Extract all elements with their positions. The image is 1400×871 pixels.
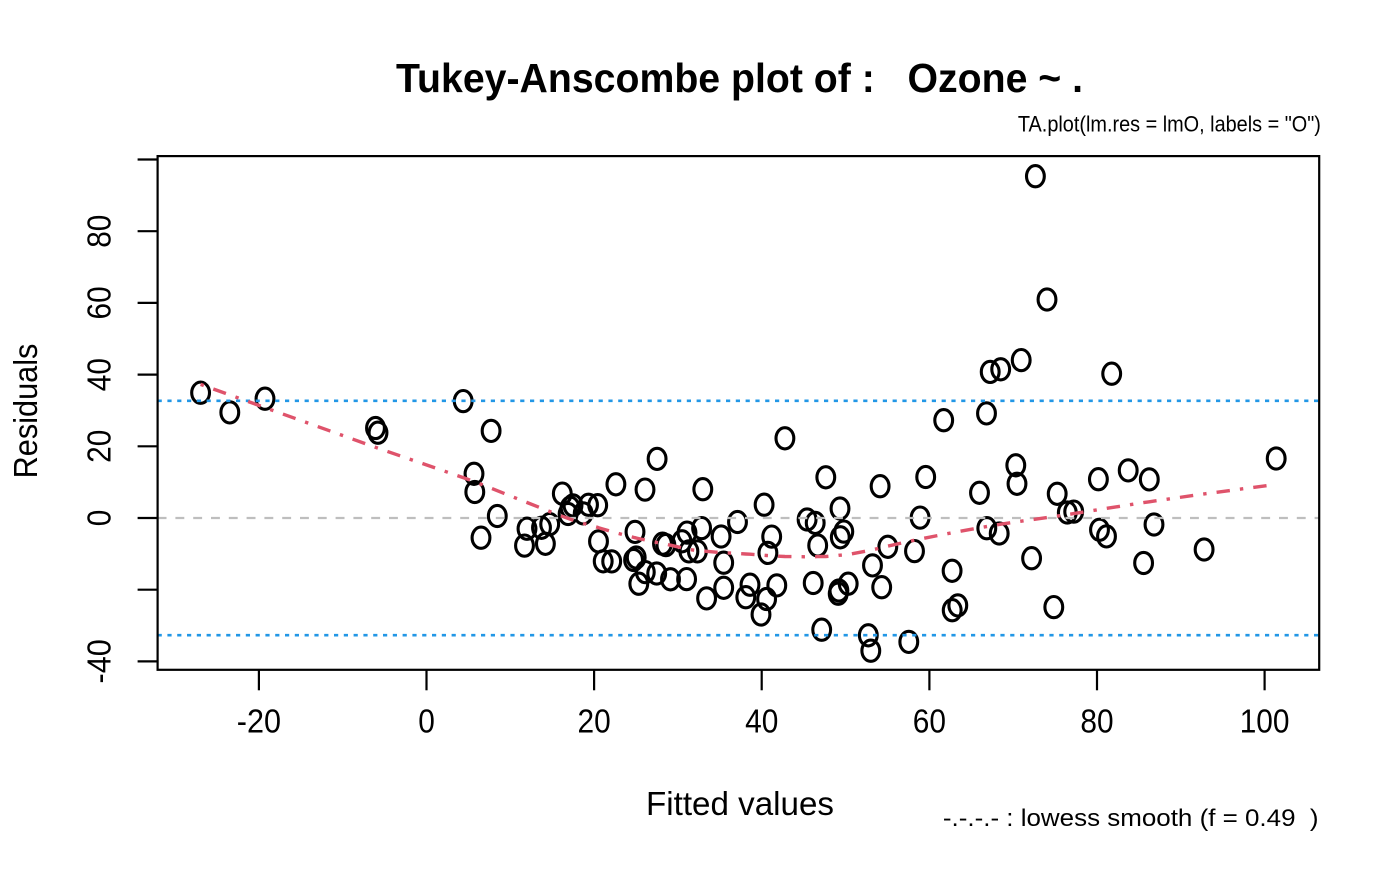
svg-text:80: 80 <box>1080 703 1113 740</box>
svg-text:0: 0 <box>418 703 435 740</box>
svg-text:100: 100 <box>1240 703 1290 740</box>
svg-text:60: 60 <box>913 703 946 740</box>
svg-text:-.-.-.- : lowess smooth (f = 0: -.-.-.- : lowess smooth (f = 0.49 ) <box>943 805 1319 832</box>
svg-text:80: 80 <box>81 215 118 248</box>
svg-text:Residuals: Residuals <box>7 344 44 479</box>
svg-text:-40: -40 <box>81 639 118 683</box>
svg-text:20: 20 <box>81 430 118 463</box>
svg-text:40: 40 <box>745 703 778 740</box>
svg-text:60: 60 <box>81 286 118 319</box>
svg-text:0: 0 <box>81 510 118 527</box>
svg-text:Tukey-Anscombe plot of : Ozo: Tukey-Anscombe plot of : Ozone ~ . <box>396 55 1083 101</box>
svg-text:20: 20 <box>578 703 611 740</box>
svg-text:Fitted values: Fitted values <box>646 785 834 822</box>
svg-text:40: 40 <box>81 358 118 391</box>
svg-text:-20: -20 <box>237 703 281 740</box>
svg-text:TA.plot(lm.res = lmO, labels =: TA.plot(lm.res = lmO, labels = "O") <box>1018 112 1321 137</box>
